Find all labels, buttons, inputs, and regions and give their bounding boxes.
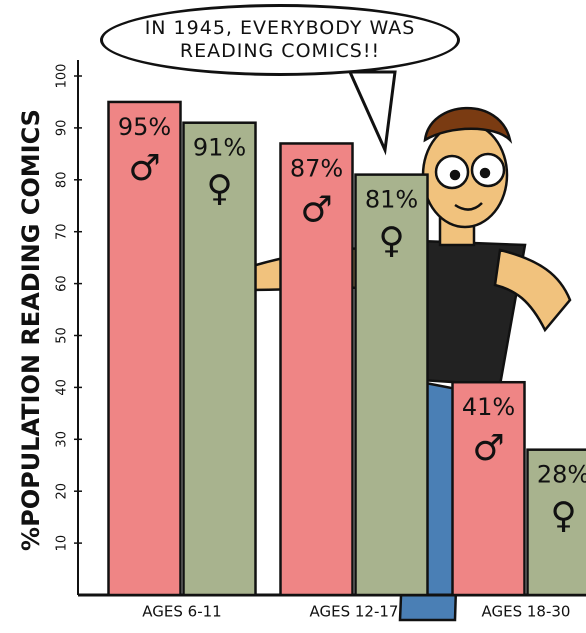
bar — [279, 142, 354, 597]
speech-bubble: IN 1945, EVERYBODY WAS READING COMICS!! — [100, 4, 460, 76]
bar — [354, 173, 429, 597]
x-tick-label: AGES 18-30 — [482, 603, 571, 621]
y-tick-label: 40 — [55, 379, 70, 396]
chart-title: IN 1945, EVERYBODY WAS READING COMICS!! — [144, 17, 416, 62]
series-symbol: ♀ — [206, 169, 232, 210]
y-tick-label: 10 — [55, 535, 70, 552]
data-label: 95% — [118, 113, 171, 141]
y-tick-label: 50 — [55, 327, 70, 344]
series-symbol: ♂ — [128, 148, 160, 189]
series-symbol: ♂ — [300, 189, 332, 230]
y-tick-label: 60 — [55, 275, 70, 292]
x-tick-label: AGES 6-11 — [142, 603, 221, 621]
series-symbol: ♂ — [472, 428, 504, 469]
bubble-tail — [347, 70, 397, 156]
x-tick-label: AGES 12-17 — [310, 603, 399, 621]
bar — [107, 100, 182, 597]
series-symbol: ♀ — [550, 496, 576, 537]
data-label: 41% — [462, 393, 515, 421]
y-tick-label: 30 — [55, 431, 70, 448]
y-tick-label: 70 — [55, 223, 70, 240]
data-label: 81% — [365, 186, 418, 214]
data-label: 28% — [537, 461, 586, 489]
y-axis-title: %POPULATION READING COMICS — [17, 109, 45, 551]
y-tick-label: 80 — [55, 172, 70, 189]
bar — [182, 121, 257, 597]
y-tick-label: 90 — [55, 120, 70, 137]
data-label: 91% — [193, 134, 246, 162]
bar — [526, 448, 586, 597]
bar — [451, 380, 526, 597]
y-tick-label: 100 — [55, 64, 70, 89]
y-tick-label: 20 — [55, 483, 70, 500]
series-symbol: ♀ — [378, 221, 404, 262]
data-label: 87% — [290, 154, 343, 182]
